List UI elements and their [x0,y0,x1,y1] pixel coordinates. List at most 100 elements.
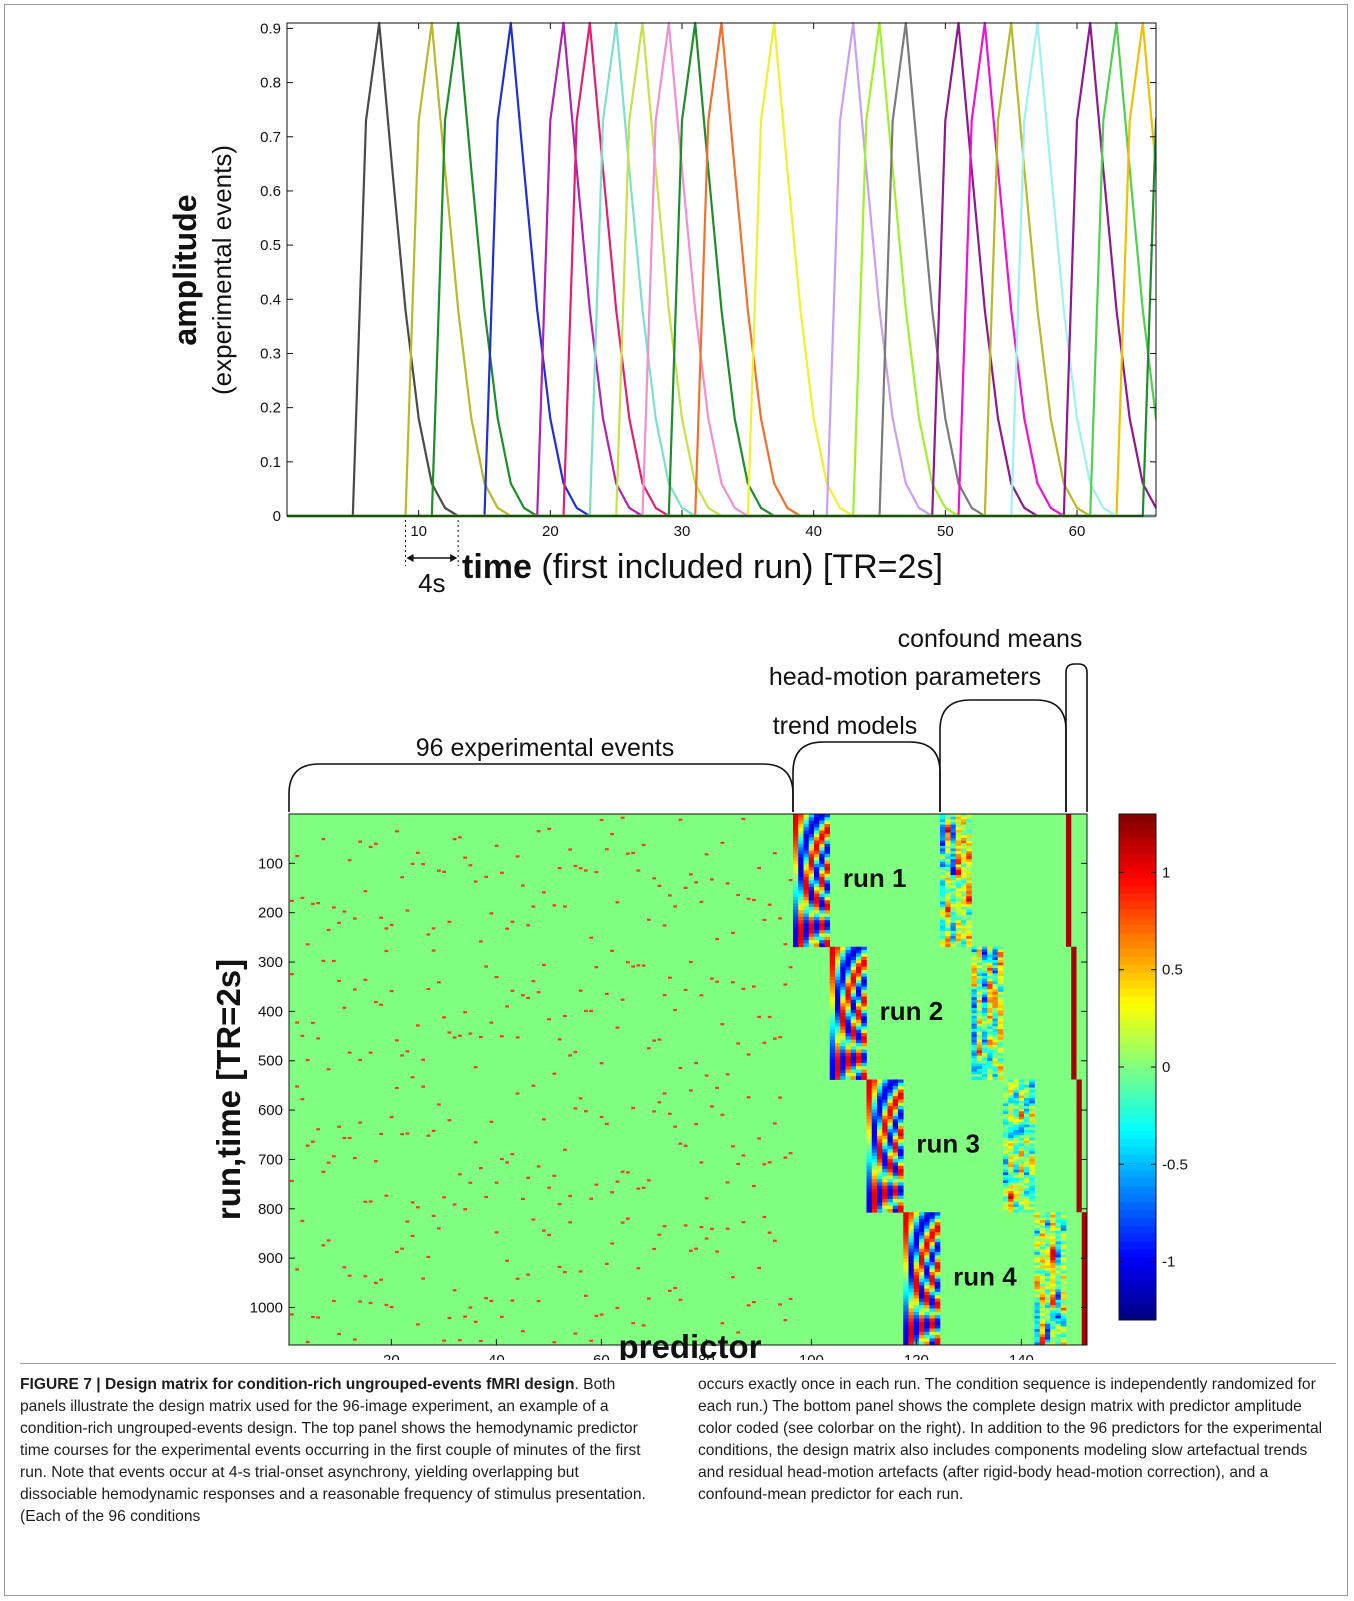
trend-cell [866,1116,873,1120]
hrf-series-line [287,21,1156,518]
trend-cell [934,1218,941,1223]
motion-cell [1045,1278,1051,1282]
trend-cell [803,896,810,901]
event-mark [426,1255,431,1259]
motion-cell [1034,1289,1041,1293]
event-mark [626,1217,630,1220]
event-mark [510,920,515,923]
motion-cell [1055,1252,1062,1256]
trend-cell [824,870,831,875]
event-mark [484,1195,488,1199]
motion-cell [1060,1321,1067,1325]
event-mark [342,1266,347,1269]
trend-cell [824,906,831,911]
motion-cell [976,1063,983,1067]
trend-cell [898,1192,904,1197]
motion-cell [940,936,946,940]
event-mark [437,1227,441,1230]
trend-cell [887,1079,894,1084]
trend-cell [850,1062,857,1067]
motion-cell [1029,1108,1035,1112]
motion-cell [1013,1169,1020,1173]
event-mark [295,1021,299,1024]
motion-cell [950,933,957,937]
motion-cell [982,991,988,995]
trend-cell [845,989,852,994]
motion-cell [940,888,946,892]
event-mark [720,1023,725,1026]
trend-cell [793,814,799,818]
motion-cell [1003,1185,1009,1189]
motion-cell [987,1047,993,1051]
trend-cell [845,1006,852,1011]
motion-cell [950,824,957,828]
motion-cell [982,1018,988,1022]
trend-cell [861,963,867,968]
motion-cell [961,925,967,929]
motion-cell [940,930,946,934]
trend-cell [819,870,825,875]
motion-cell [955,930,962,934]
trend-cell [840,1016,846,1021]
trend-cell [829,993,836,997]
motion-cell [1060,1236,1067,1240]
x-axis-title-rest: (first included run) [TR=2s] [532,548,943,586]
trend-cell [835,976,841,981]
motion-cell [1034,1212,1041,1216]
trend-cell [871,1089,878,1094]
event-mark [547,827,551,830]
trend-cell [840,963,846,968]
motion-cell [945,925,951,929]
event-mark [783,943,788,946]
trend-cell [819,913,825,918]
motion-cell [1039,1225,1046,1229]
motion-cell [1045,1329,1051,1333]
colorbar-segment [1119,1312,1156,1321]
trend-cell [908,1268,915,1273]
event-mark [715,980,719,983]
trend-cell [798,887,804,891]
trend-cell [913,1318,920,1323]
motion-cell [1055,1260,1062,1264]
motion-cell [982,1076,988,1080]
event-mark [337,1332,341,1336]
motion-cell [987,981,993,985]
y-tick-label: 300 [258,954,283,971]
event-mark [573,1050,578,1054]
trend-cell [919,1285,925,1289]
trend-cell [898,1169,904,1173]
motion-cell [1050,1342,1056,1346]
trend-cell [919,1275,925,1280]
trend-cell [819,823,825,828]
motion-cell [1039,1281,1046,1285]
trend-cell [850,950,857,954]
trend-cell [819,936,825,941]
trend-cell [793,903,799,908]
colorbar-segment [1119,1082,1156,1092]
trend-cell [866,1092,873,1097]
event-mark [316,1037,320,1040]
trend-cell [798,880,804,885]
trend-cell [824,926,831,931]
trend-cell [903,1318,909,1323]
trend-cell [798,830,804,835]
trend-cell [835,993,841,997]
trend-cell [908,1238,915,1243]
motion-cell [1060,1313,1067,1317]
motion-cell [1013,1116,1020,1120]
trend-cell [913,1288,920,1293]
motion-cell [950,821,957,826]
trend-cell [892,1208,899,1213]
motion-cell [1018,1183,1025,1187]
event-mark [657,884,662,887]
hrf-series-line [287,21,1156,518]
trend-cell [887,1192,894,1197]
motion-cell [1055,1334,1062,1338]
motion-cell [1024,1121,1030,1126]
trend-cell [903,1311,909,1316]
trend-cell [882,1149,888,1153]
event-mark [484,875,488,878]
motion-cell [1018,1095,1025,1099]
event-mark [431,927,436,930]
trend-cell [829,950,836,954]
